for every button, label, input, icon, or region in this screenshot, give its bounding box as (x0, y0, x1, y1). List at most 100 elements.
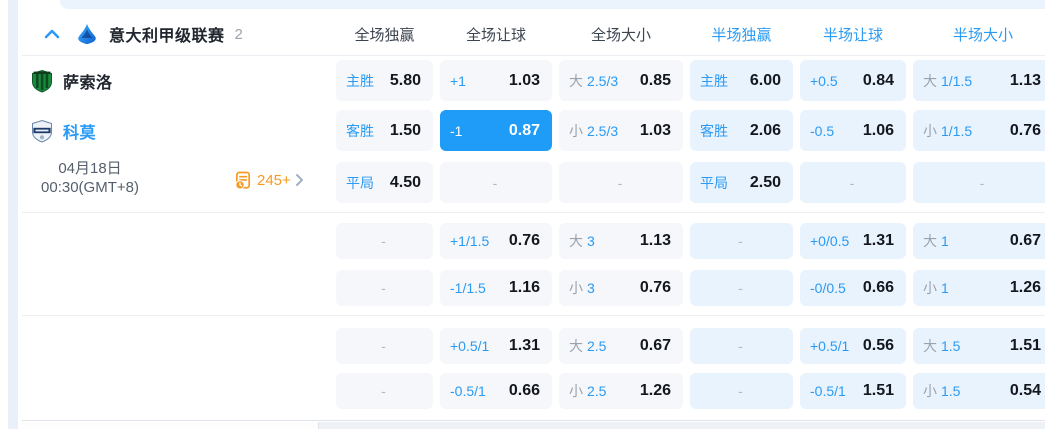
odds-line: 1 (941, 233, 949, 249)
odds-cell[interactable]: +1/1.5 0.76 (440, 223, 552, 259)
odds-line: +1 (450, 72, 466, 89)
odds-cell[interactable]: 客胜 2.06 (690, 110, 793, 151)
odds-label: 平局 (346, 173, 374, 193)
odds-cell[interactable]: 平局 4.50 (336, 162, 433, 203)
away-team-name: 科莫 (63, 124, 97, 142)
odds-cell[interactable]: 大 2.5 0.67 (559, 328, 683, 364)
odds-value: 0.76 (508, 232, 540, 249)
league-match-count: 2 (234, 25, 243, 43)
odds-label: -0.5 (810, 123, 834, 139)
empty-odds-dash: - (381, 338, 386, 354)
odds-cell-empty: - (336, 223, 433, 259)
empty-odds-dash: - (738, 338, 743, 354)
odds-cell[interactable]: -0.5 1.06 (800, 110, 906, 151)
odds-value: 0.85 (639, 71, 671, 89)
odds-label: -1 (450, 123, 462, 139)
odds-cell[interactable]: 平局 2.50 (690, 162, 793, 203)
overunder-prefix: 小 (923, 383, 937, 399)
odds-cell[interactable]: +1 1.03 (440, 60, 552, 101)
odds-cell[interactable]: 小 1/1.5 0.76 (913, 110, 1045, 151)
odds-value: 5.80 (389, 71, 421, 89)
odds-line: -0.5 (810, 122, 835, 139)
odds-cell[interactable]: 大 1 0.67 (913, 223, 1045, 259)
odds-line: 主胜 (700, 72, 728, 89)
odds-cell[interactable]: +0.5/1 0.56 (800, 328, 906, 364)
odds-cell[interactable]: 大 2.5/3 0.85 (559, 60, 683, 101)
away-team-badge-icon (30, 119, 54, 143)
previous-card-edge (60, 0, 1045, 9)
odds-value: 0.67 (1009, 232, 1041, 249)
odds-cell[interactable]: 大 1/1.5 1.13 (913, 60, 1045, 101)
odds-cell[interactable]: 主胜 6.00 (690, 60, 793, 101)
odds-cell[interactable]: -0.5/1 1.51 (800, 373, 906, 409)
home-team-row[interactable]: 萨索洛 (22, 60, 113, 101)
overunder-prefix: 小 (569, 280, 583, 296)
league-title: 意大利甲级联赛 (109, 28, 225, 45)
odds-row: - +1/1.5 0.76 大 3 1.13- +0/0.5 1.31 大 1 0.67 (336, 223, 1045, 259)
odds-cell[interactable]: 小 2.5/3 1.03 (559, 110, 683, 151)
home-team-badge-icon (30, 69, 54, 93)
odds-row: 客胜 1.50 -1 0.87 小 2.5/3 1.03 客胜 2.06 -0.5 1.06 小 1/1… (336, 110, 1045, 151)
odds-value: 1.06 (862, 121, 894, 139)
odds-cell[interactable]: +0.5 0.84 (800, 60, 906, 101)
odds-value: 1.51 (1009, 337, 1041, 354)
odds-line: 平局 (346, 174, 374, 191)
odds-cell-selected[interactable]: -1 0.87 (440, 110, 552, 151)
odds-label: 小 1.5 (923, 381, 960, 401)
odds-value: 1.13 (639, 232, 671, 249)
chevron-up-icon (44, 29, 60, 39)
odds-cell[interactable]: -1/1.5 1.16 (440, 270, 552, 306)
odds-label: +0/0.5 (810, 233, 849, 249)
overunder-prefix: 大 (569, 233, 583, 249)
odds-line: 2.5/3 (587, 122, 619, 139)
odds-cell[interactable]: -0.5/1 0.66 (440, 373, 552, 409)
odds-value: 1.26 (639, 382, 671, 399)
odds-cell[interactable]: 小 2.5 1.26 (559, 373, 683, 409)
markets-stats-icon (235, 171, 251, 190)
odds-value: 1.03 (508, 71, 540, 89)
overunder-prefix: 大 (923, 233, 937, 249)
match-datetime: 04月18日 00:30(GMT+8) (28, 159, 152, 197)
odds-line: 1/1.5 (941, 72, 973, 89)
more-markets-count: 245+ (257, 171, 291, 189)
odds-cell[interactable]: +0/0.5 1.31 (800, 223, 906, 259)
overunder-prefix: 小 (923, 280, 937, 296)
odds-row: 平局 4.50 - - 平局 2.50 - - (336, 162, 1045, 203)
chevron-right-icon (295, 174, 303, 186)
odds-line: -1 (450, 122, 463, 139)
odds-value: 0.56 (862, 337, 894, 354)
odds-cell[interactable]: 小 1.5 0.54 (913, 373, 1045, 409)
away-team-row[interactable]: 科莫 (22, 110, 96, 151)
odds-cell[interactable]: 小 1 1.26 (913, 270, 1045, 306)
odds-line: 1 (941, 280, 949, 296)
odds-value: 4.50 (389, 173, 421, 191)
odds-value: 2.50 (749, 173, 781, 191)
collapse-league-button[interactable] (42, 24, 62, 44)
odds-cell[interactable]: -0/0.5 0.66 (800, 270, 906, 306)
odds-row: - +0.5/1 1.31 大 2.5 0.67 - +0.5/1 0.56 大 1.5 1.51 (336, 328, 1045, 364)
odds-value: 0.66 (508, 382, 540, 399)
odds-cell[interactable]: 大 1.5 1.51 (913, 328, 1045, 364)
empty-odds-dash: - (738, 233, 743, 249)
odds-row: - -1/1.5 1.16 小 3 0.76- -0/0.5 0.66 小 1 1.26 (336, 270, 1045, 306)
league-header-left: 意大利甲级联赛 2 (22, 13, 243, 55)
empty-odds-dash: - (738, 383, 743, 399)
odds-row: 主胜 5.80 +1 1.03 大 2.5/3 0.85 主胜 6.00 +0.5 0.84 大 1/1… (336, 60, 1045, 101)
odds-cell[interactable]: 客胜 1.50 (336, 110, 433, 151)
empty-odds-dash: - (381, 383, 386, 399)
odds-value: 0.76 (639, 279, 671, 296)
odds-cell[interactable]: +0.5/1 1.31 (440, 328, 552, 364)
column-header-halftime-1x2: 半场独赢 (711, 26, 772, 44)
odds-line: 2.5/3 (587, 72, 619, 89)
odds-cell[interactable]: 小 3 0.76 (559, 270, 683, 306)
odds-line: 客胜 (700, 122, 728, 139)
odds-cell[interactable]: 主胜 5.80 (336, 60, 433, 101)
odds-cell[interactable]: 大 3 1.13 (559, 223, 683, 259)
odds-cell-empty: - (336, 328, 433, 364)
odds-label: 小 2.5 (569, 381, 606, 401)
league-logo-icon (76, 23, 98, 45)
odds-label: 小 2.5/3 (569, 121, 618, 141)
more-markets-link[interactable]: 245+ (234, 168, 304, 192)
